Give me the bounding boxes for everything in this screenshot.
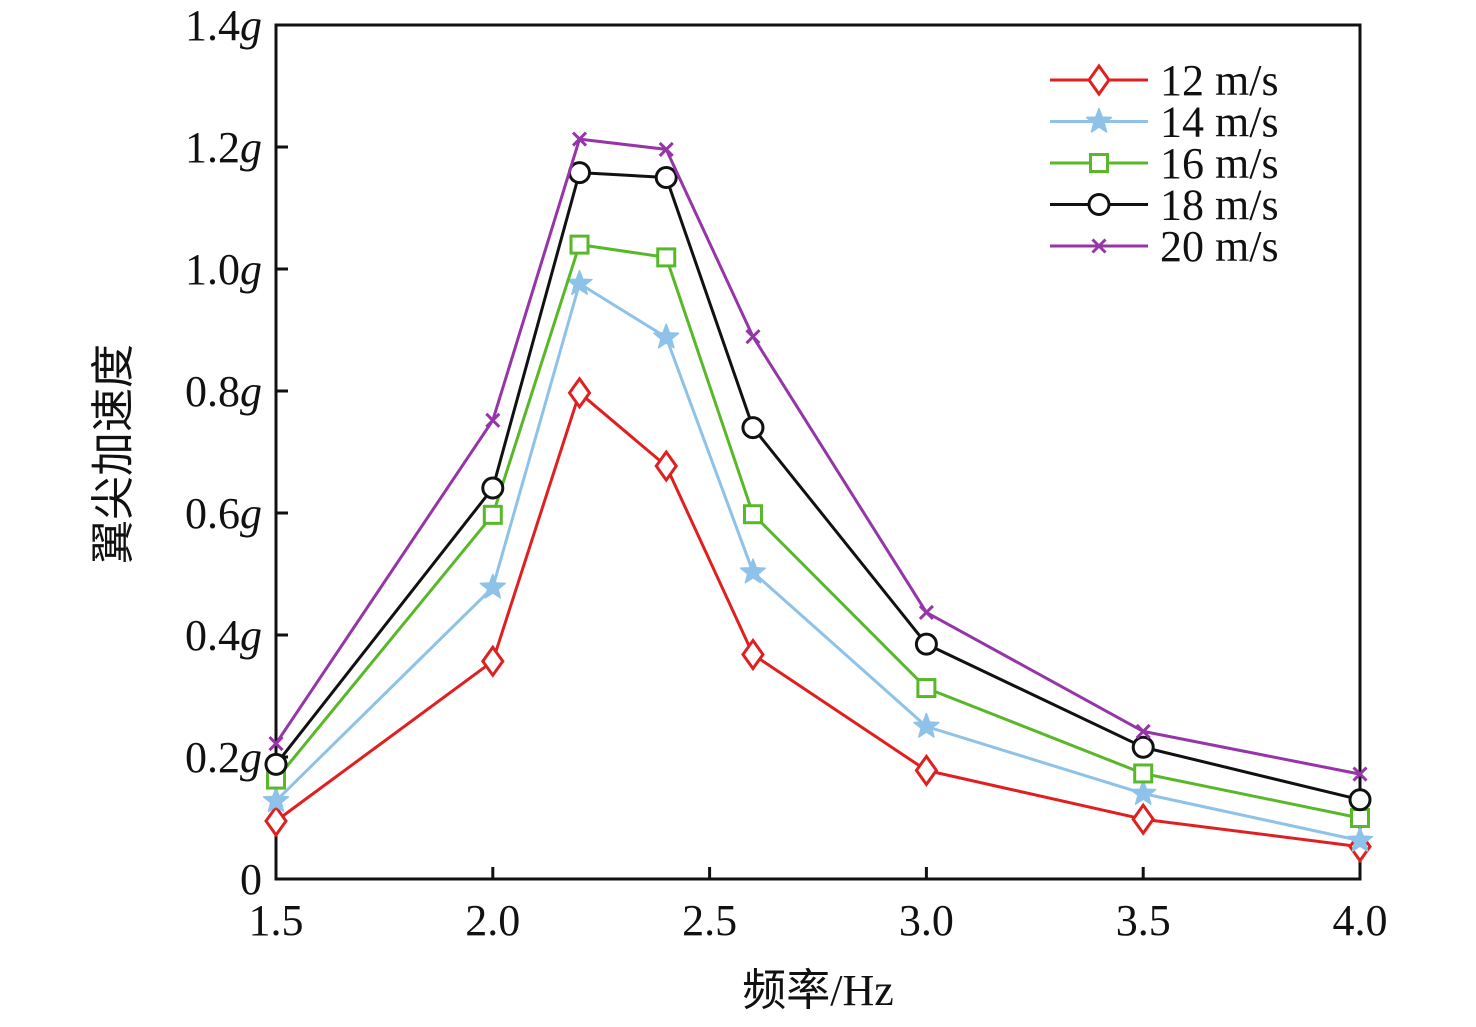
- data-point-marker: [569, 234, 590, 255]
- plot-frame: [274, 23, 1362, 881]
- legend-item: 12 m/s: [1050, 56, 1279, 105]
- data-point-marker: [264, 804, 288, 838]
- y-tick-label: 1.2g: [185, 123, 262, 172]
- legend-item: 14 m/s: [1050, 98, 1279, 147]
- data-point-marker: [479, 573, 506, 599]
- legend-item: 20 m/s: [1050, 222, 1279, 271]
- legend-marker: [1087, 63, 1111, 97]
- y-tick-number: 1.2: [185, 123, 240, 172]
- data-point-marker: [571, 131, 588, 147]
- series-line: [274, 282, 1361, 843]
- series-12-m-s: [264, 376, 1372, 864]
- y-tick-unit: g: [240, 611, 262, 660]
- legend-marker: [1091, 238, 1107, 254]
- data-point-marker: [741, 637, 765, 672]
- x-tick-label: 2.0: [465, 896, 520, 945]
- data-point-marker: [566, 269, 593, 295]
- series-18-m-s: [264, 161, 1372, 812]
- data-point-marker: [739, 558, 767, 584]
- data-point-marker: [1133, 763, 1154, 784]
- legend-label: 18 m/s: [1160, 181, 1279, 230]
- y-tick-label: 0.6g: [185, 489, 262, 538]
- legend-marker: [1089, 153, 1109, 173]
- data-point-marker: [658, 141, 674, 158]
- y-tick-label: 1.4g: [185, 1, 262, 50]
- y-tick-unit: g: [240, 245, 262, 294]
- y-tick-label: 1.0g: [185, 245, 262, 294]
- data-point-marker: [656, 247, 677, 268]
- x-tick-label: 1.5: [249, 896, 304, 945]
- y-tick-label: 0.8g: [185, 367, 262, 416]
- data-point-marker: [745, 329, 761, 345]
- x-tick-label: 3.0: [899, 896, 954, 945]
- data-point-marker: [914, 753, 939, 788]
- data-point-marker: [481, 476, 505, 500]
- data-point-marker: [914, 632, 938, 656]
- legend-label: 12 m/s: [1160, 56, 1279, 105]
- y-tick-unit: g: [240, 367, 262, 416]
- y-tick-number: 0.8: [185, 367, 240, 416]
- y-tick-label: 0.2g: [185, 733, 262, 782]
- data-point-marker: [1346, 826, 1374, 852]
- data-point-marker: [653, 323, 680, 349]
- series-line: [274, 171, 1361, 802]
- data-point-marker: [741, 416, 765, 440]
- data-point-marker: [1131, 802, 1156, 836]
- y-tick-number: 1.4: [185, 1, 240, 50]
- legend-label: 16 m/s: [1160, 139, 1279, 188]
- series-14-m-s: [262, 269, 1374, 852]
- y-tick-number: 0.2: [185, 733, 240, 782]
- legend-label: 20 m/s: [1160, 222, 1279, 271]
- data-point-marker: [1348, 788, 1372, 812]
- x-tick-label: 2.5: [682, 896, 737, 945]
- y-axis-title: 翼尖加速度: [89, 344, 138, 564]
- data-point-marker: [1352, 766, 1368, 782]
- y-tick-number: 1.0: [185, 245, 240, 294]
- y-tick-label: 0: [240, 855, 262, 904]
- data-point-marker: [485, 412, 501, 428]
- series-line: [274, 137, 1361, 776]
- y-tick-unit: g: [240, 489, 262, 538]
- data-point-marker: [654, 449, 679, 483]
- legend-label: 14 m/s: [1160, 98, 1279, 147]
- y-tick-unit: g: [240, 1, 262, 50]
- data-point-marker: [268, 736, 284, 752]
- data-point-marker: [916, 678, 937, 699]
- data-point-marker: [264, 752, 288, 776]
- series-20-m-s: [268, 131, 1368, 782]
- y-tick-number: 0.4: [185, 611, 240, 660]
- legend-marker: [1087, 193, 1111, 216]
- data-point-marker: [1131, 735, 1155, 759]
- y-tick-number: 0: [240, 855, 262, 904]
- y-tick-label: 0.4g: [185, 611, 262, 660]
- data-point-marker: [742, 504, 763, 525]
- series-16-m-s: [266, 234, 1370, 828]
- series-line: [274, 243, 1361, 820]
- data-point-marker: [913, 712, 940, 738]
- y-tick-unit: g: [240, 733, 262, 782]
- data-point-marker: [1130, 779, 1157, 805]
- data-point-marker: [918, 604, 934, 620]
- legend-item: 16 m/s: [1050, 139, 1279, 188]
- y-tick-number: 0.6: [185, 489, 240, 538]
- data-point-marker: [482, 504, 503, 525]
- x-tick-label: 3.5: [1116, 896, 1171, 945]
- series-line: [275, 391, 1361, 849]
- x-tick-label: 4.0: [1333, 896, 1388, 945]
- data-point-marker: [1135, 723, 1151, 739]
- data-point-marker: [567, 376, 592, 410]
- data-point-marker: [262, 787, 290, 813]
- legend-item: 18 m/s: [1050, 181, 1279, 230]
- x-axis-title: 频率/Hz: [742, 966, 894, 1015]
- legend-marker: [1085, 107, 1113, 133]
- data-point-marker: [480, 644, 505, 678]
- data-point-marker: [654, 166, 678, 189]
- y-tick-unit: g: [240, 123, 262, 172]
- data-point-marker: [1350, 808, 1370, 828]
